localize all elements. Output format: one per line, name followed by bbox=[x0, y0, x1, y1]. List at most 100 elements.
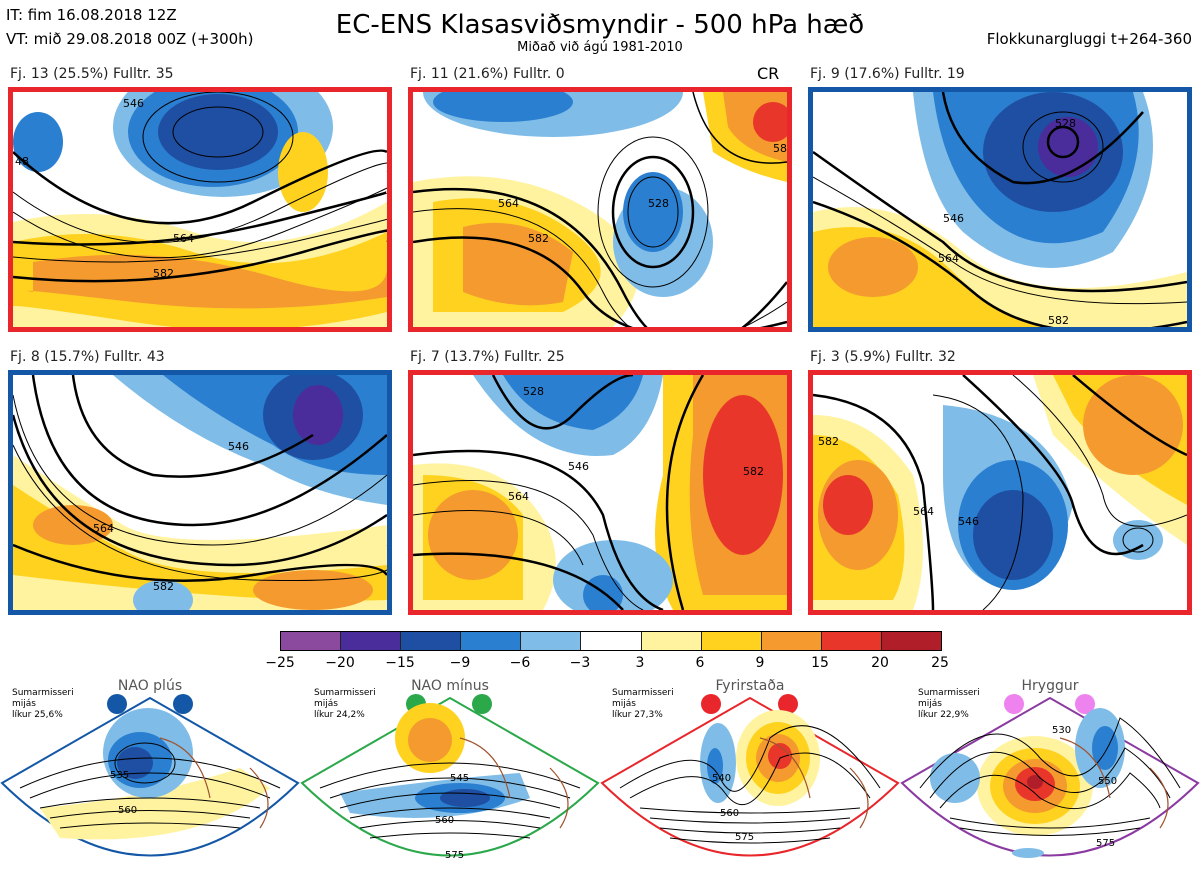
regime-nao-minus: NAO mínus Sumarmisseri mijás líkur 24,2%… bbox=[300, 678, 600, 871]
anomaly-map: 582 564 546 bbox=[813, 375, 1187, 610]
contour-label: 575 bbox=[1096, 838, 1115, 849]
regime-title: NAO plús bbox=[117, 678, 183, 694]
contour-label: 550 bbox=[1098, 776, 1117, 787]
colorbar-swatch bbox=[341, 632, 402, 650]
regime-note-line: mijás bbox=[918, 699, 942, 709]
regime-note-line: Sumarmisseri bbox=[314, 688, 376, 698]
contour-label: 582 bbox=[818, 435, 839, 448]
regime-note-line: líkur 24,2% bbox=[314, 710, 365, 720]
anomaly-map: 528 546 564 582 bbox=[813, 92, 1187, 327]
regime-note: Sumarmisseri mijás líkur 25,6% bbox=[12, 688, 74, 721]
contour-label: 546 bbox=[568, 460, 589, 473]
colorbar-tick: −25 bbox=[265, 655, 295, 671]
contour-label: 564 bbox=[498, 197, 519, 210]
panel-label: Fj. 8 (15.7%) Fulltr. 43 bbox=[10, 349, 165, 365]
colorbar-tick: 25 bbox=[931, 655, 949, 671]
panel-label: Fj. 9 (17.6%) Fulltr. 19 bbox=[810, 66, 965, 82]
contour-label: 546 bbox=[123, 97, 144, 110]
classification-window: Flokkunargluggi t+264-360 bbox=[986, 30, 1192, 48]
contour-label: 564 bbox=[938, 252, 959, 265]
regime-note-line: mijás bbox=[314, 699, 338, 709]
contour-label: 545 bbox=[450, 773, 469, 784]
contour-label: 535 bbox=[110, 770, 129, 781]
anomaly-map: 546 564 582 bbox=[13, 375, 387, 610]
contour-labels: 546 564 582 48 bbox=[15, 97, 194, 280]
valid-time: VT: mið 29.08.2018 00Z (+300h) bbox=[6, 30, 254, 48]
cluster-map-panel: 528 546 564 582 bbox=[408, 370, 792, 615]
regime-note-line: Sumarmisseri bbox=[612, 688, 674, 698]
colorbar-swatch bbox=[821, 632, 882, 650]
panel-label: Fj. 11 (21.6%) Fulltr. 0 bbox=[410, 66, 565, 82]
regime-note-line: Sumarmisseri bbox=[12, 688, 74, 698]
contour-label: 546 bbox=[228, 440, 249, 453]
anomaly-map: 546 564 582 48 bbox=[13, 92, 387, 327]
colorbar-tick: −6 bbox=[509, 655, 531, 671]
regime-title: Fyrirstaða bbox=[715, 678, 785, 694]
cluster-map-panel: 546 564 582 bbox=[8, 370, 392, 615]
colorbar-tick: 20 bbox=[871, 655, 889, 671]
contour-label: 564 bbox=[93, 522, 114, 535]
regime-dot bbox=[472, 694, 492, 714]
contour-labels: 546 564 582 bbox=[93, 440, 249, 593]
colorbar-swatch bbox=[581, 632, 642, 650]
regime-note-line: mijás bbox=[612, 699, 636, 709]
regime-dot bbox=[1004, 694, 1024, 714]
page-title: EC-ENS Klasasviðsmyndir - 500 hPa hæð bbox=[335, 10, 865, 40]
colorbar-swatch bbox=[461, 632, 522, 650]
anomaly-colorbar bbox=[280, 631, 942, 651]
regime-note-line: líkur 22,9% bbox=[918, 710, 969, 720]
init-time: IT: fim 16.08.2018 12Z bbox=[6, 6, 177, 24]
regime-title: Hryggur bbox=[1021, 678, 1079, 694]
colorbar-swatch bbox=[881, 632, 942, 650]
regime-dot bbox=[1075, 694, 1095, 714]
contour-labels: 528 546 564 582 bbox=[938, 117, 1076, 327]
contour-label: 560 bbox=[720, 808, 739, 819]
regime-note-line: mijás bbox=[12, 699, 36, 709]
panel-extra-label: CR bbox=[757, 64, 780, 83]
contour-label: 582 bbox=[153, 580, 174, 593]
cluster-map-panel: 564 582 528 58 bbox=[408, 87, 792, 332]
anomaly-map: 564 582 528 58 bbox=[413, 92, 787, 327]
anomaly-map: 528 546 564 582 bbox=[413, 375, 787, 610]
contour-label: 528 bbox=[523, 385, 544, 398]
contour-label: 582 bbox=[153, 267, 174, 280]
regime-note: Sumarmisseri mijás líkur 27,3% bbox=[612, 688, 674, 721]
panel-label: Fj. 3 (5.9%) Fulltr. 32 bbox=[810, 349, 956, 365]
cluster-map-panel: 546 564 582 48 bbox=[8, 87, 392, 332]
colorbar-swatch bbox=[701, 632, 762, 650]
regime-note-line: líkur 25,6% bbox=[12, 710, 63, 720]
colorbar-swatch bbox=[641, 632, 702, 650]
colorbar-swatch bbox=[281, 632, 342, 650]
regime-note-line: Sumarmisseri bbox=[918, 688, 980, 698]
contour-label: 564 bbox=[508, 490, 529, 503]
colorbar-tick: −9 bbox=[449, 655, 471, 671]
colorbar-swatch bbox=[761, 632, 822, 650]
colorbar-tick: −20 bbox=[325, 655, 355, 671]
regime-dot bbox=[173, 694, 193, 714]
colorbar-tick: 6 bbox=[695, 655, 705, 671]
colorbar-swatch bbox=[521, 632, 582, 650]
regime-nao-plus: NAO plús Sumarmisseri mijás líkur 25,6% … bbox=[0, 678, 300, 871]
contour-label: 528 bbox=[648, 197, 669, 210]
contour-label: 530 bbox=[1052, 725, 1071, 736]
contour-label: 582 bbox=[743, 465, 764, 478]
colorbar-tick: −3 bbox=[569, 655, 591, 671]
contour-label: 48 bbox=[15, 155, 29, 168]
contour-label: 564 bbox=[173, 232, 194, 245]
panel-label: Fj. 7 (13.7%) Fulltr. 25 bbox=[410, 349, 565, 365]
cluster-map-panel: 528 546 564 582 bbox=[808, 87, 1192, 332]
contour-label: 582 bbox=[1048, 314, 1069, 327]
contour-label: 560 bbox=[435, 815, 454, 826]
contour-labels: 582 564 546 bbox=[818, 435, 979, 528]
contour-label: 540 bbox=[712, 773, 731, 784]
contour-labels: 528 546 564 582 bbox=[508, 385, 764, 503]
regime-map: 540 560 575 bbox=[600, 694, 900, 857]
page-subtitle: Miðað við ágú 1981-2010 bbox=[517, 40, 683, 55]
regime-note-line: líkur 27,3% bbox=[612, 710, 663, 720]
contour-label: 58 bbox=[773, 142, 787, 155]
regime-dot bbox=[701, 694, 721, 714]
contour-labels: 564 582 528 58 bbox=[498, 142, 787, 245]
contour-label: 582 bbox=[528, 232, 549, 245]
colorbar-swatch bbox=[401, 632, 462, 650]
contour-label: 564 bbox=[913, 505, 934, 518]
